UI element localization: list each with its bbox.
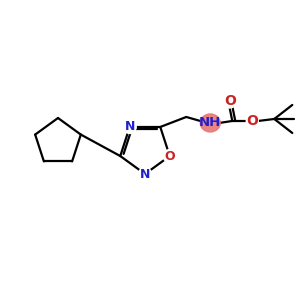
Circle shape — [123, 121, 136, 134]
Text: NH: NH — [199, 116, 221, 130]
Text: O: O — [164, 149, 175, 163]
Text: O: O — [224, 94, 236, 108]
Text: N: N — [140, 167, 150, 181]
Ellipse shape — [200, 114, 220, 132]
Text: O: O — [246, 114, 258, 128]
Circle shape — [139, 167, 152, 181]
Text: N: N — [124, 121, 135, 134]
Circle shape — [163, 149, 176, 163]
Circle shape — [223, 94, 237, 108]
Circle shape — [246, 115, 258, 127]
